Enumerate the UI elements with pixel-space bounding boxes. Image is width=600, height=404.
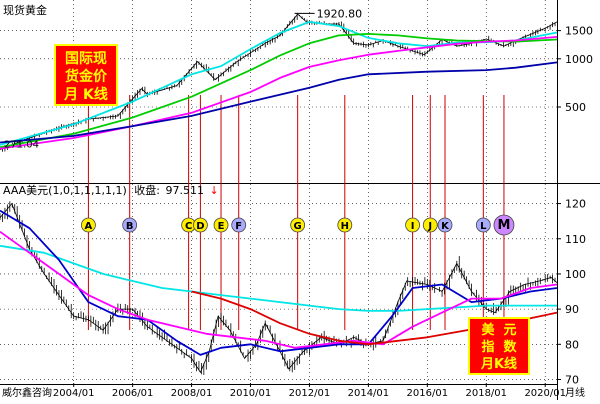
x-tick-label: 2008/01 [171,388,213,399]
gold-ma-line [0,61,558,144]
marker-circle [213,217,229,233]
upper-series [0,13,558,152]
usd-label-box: 美 元 指 数 月K线 [468,317,530,375]
marker-label: C [185,221,192,232]
gold-ma-line [0,36,558,150]
usd-ma-line [0,244,557,312]
lower-title-text: AAA美元(1,0,1,1,1,1,1) [3,184,127,197]
marker-circle [422,217,438,233]
marker-label: G [294,221,302,232]
marker-circle [122,217,138,233]
lower-y-tick-label: 90 [565,303,579,316]
x-tick-labels: 2004/01 2006/01 2008/01 2010/01 2012/01 2014/… [53,388,566,399]
lower-y-tick-label: 80 [565,338,579,351]
marker-circle [193,217,208,233]
x-tick-label: 2018/01 [465,388,507,399]
marker-circle [493,214,515,236]
lower-y-tick-label: 70 [565,373,579,386]
x-tick-label: 2012/01 [289,388,331,399]
gold-ma-line [0,33,558,149]
marker-lines [87,95,505,330]
marker-circle [405,217,420,233]
marker-circle [81,217,96,233]
x-tick-label: 2006/01 [112,388,154,399]
usd-ma-line [0,230,558,349]
close-label: 收盘: [134,183,160,197]
peak-annotation: 1920.80 [294,7,363,20]
marker-label: H [341,221,349,232]
marker-circle [437,217,453,233]
x-tick-label: 2014/01 [348,388,390,399]
usd-label-line-1: 美 元 [481,322,516,338]
upper-y-tick-label: 1500 [565,25,593,38]
gold-label-box: 国际现 货金价 月 K线 [54,44,118,106]
upper-y-tick-label: 500 [565,101,586,114]
marker-circle [231,217,247,233]
x-axis-suffix: 月线 [565,386,585,399]
marker-label: J [427,221,432,232]
x-tick-label: 2010/01 [230,388,272,399]
usd-price-line [0,202,558,374]
usd-label-line-2: 指 数 [481,339,517,355]
marker-label: K [441,221,450,232]
upper-y-tick-label: 1000 [565,53,593,66]
peak-value-label: 1920.80 [317,7,363,20]
x-tick-label: 2004/01 [53,388,95,399]
y-tick-labels: 500 1000 1500 70 80 90 100 110 120 [565,25,593,387]
upper-title: 现货黄金 [3,3,47,17]
close-arrow: ↓ [209,184,218,197]
marker-label: A [85,221,93,232]
lower-y-tick-label: 120 [565,198,586,211]
marker-label: D [196,221,204,232]
marker-label: L [480,221,487,232]
lower-y-tick-label: 100 [565,268,586,281]
lower-y-tick-label: 110 [565,233,586,246]
x-grid [73,0,546,387]
marker-label: I [411,221,415,232]
lower-title: AAA美元(1,0,1,1,1,1,1) 收盘: 97.511 ↓ [3,183,219,197]
gold-label-line-1: 国际现 [65,51,107,67]
marker-label: E [218,221,225,232]
marker-label: B [126,221,134,232]
marker-circle [337,217,353,233]
usd-label-line-3: 月K线 [480,356,517,372]
base-value-label: 271.04 [4,140,39,151]
source-label: 威尔鑫咨询 [2,386,52,399]
gold-label-line-2: 货金价 [64,68,108,85]
marker-label: F [235,221,242,232]
marker-circle [290,217,306,233]
gold-label-line-3: 月 K线 [63,86,108,103]
marker-circle [475,217,491,233]
x-tick-label: 2016/01 [407,388,449,399]
marker-label: M [497,218,510,233]
usd-ma-line [0,209,558,356]
x-tick-label: 2020/01 [524,388,566,399]
close-value: 97.511 [165,184,204,197]
